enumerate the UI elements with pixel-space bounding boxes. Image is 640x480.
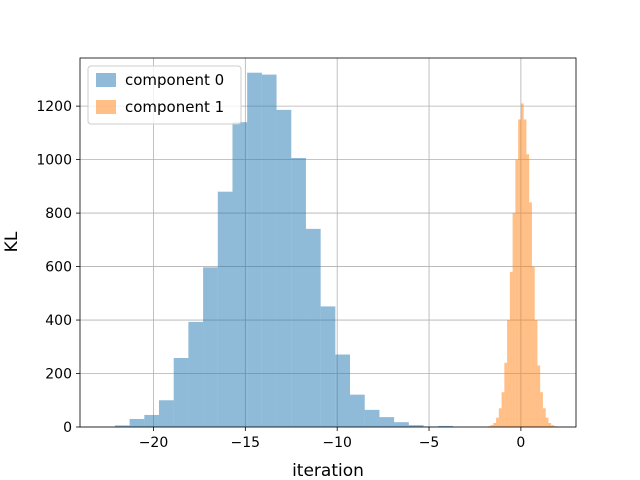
legend: component 0 component 1 <box>87 65 242 125</box>
y-axis-label: KL <box>2 231 22 252</box>
plot-frame <box>79 57 577 428</box>
histogram-bar-component-1 <box>534 320 538 427</box>
histogram-bar-component-0 <box>350 394 365 427</box>
histogram-bar-component-0 <box>232 122 248 427</box>
legend-swatch-component-1 <box>96 100 116 114</box>
histogram-bar-component-1 <box>542 408 546 427</box>
histogram-bar-component-1 <box>501 392 505 427</box>
y-tick-label: 800 <box>45 206 72 222</box>
x-tick-label: 0 <box>516 435 525 451</box>
histogram-bar-component-0 <box>217 191 233 427</box>
histogram-bar-component-1 <box>531 266 535 427</box>
y-tick-label: 600 <box>45 260 72 276</box>
legend-label-component-1: component 1 <box>125 98 224 116</box>
histogram-bar-component-1 <box>545 417 549 427</box>
y-axis-ticks: 0 200 400 600 800 1000 1200 <box>36 99 80 436</box>
x-tick-label: −10 <box>322 435 352 451</box>
x-axis-label: iteration <box>292 461 364 480</box>
histogram-bar-component-0 <box>408 425 424 427</box>
histogram-bar-component-1 <box>498 408 502 427</box>
x-tick-label: −5 <box>419 435 440 451</box>
histogram-bar-component-0 <box>364 409 380 427</box>
histogram-bars <box>114 72 560 428</box>
histogram-bar-component-0 <box>188 321 204 427</box>
histogram-bar-component-0 <box>379 417 395 427</box>
legend-swatch-component-0 <box>96 73 116 87</box>
x-axis-ticks: −20 −15 −10 −5 0 <box>139 427 525 451</box>
histogram-bar-component-1 <box>553 426 557 427</box>
y-tick-label: 0 <box>63 420 72 436</box>
y-tick-label: 200 <box>45 367 72 383</box>
histogram-bar-component-0 <box>158 400 174 427</box>
histogram-bar-component-0 <box>114 425 130 427</box>
histogram-bar-component-1 <box>515 159 519 427</box>
histogram-bar-component-1 <box>537 365 541 427</box>
histogram-bar-component-0 <box>144 414 159 427</box>
histogram-bar-component-1 <box>526 154 530 427</box>
histogram-bar-component-0 <box>438 425 453 427</box>
histogram-bar-component-0 <box>291 158 306 428</box>
histogram-bar-component-1 <box>490 425 494 427</box>
histogram-bar-component-1 <box>551 425 554 427</box>
histogram-bar-component-0 <box>247 72 262 428</box>
histogram-bar-component-1 <box>496 417 499 427</box>
histogram-bar-component-1 <box>487 426 491 427</box>
histogram-bar-component-1 <box>509 271 513 427</box>
y-tick-label: 400 <box>45 313 72 329</box>
histogram-bar-component-0 <box>335 354 351 427</box>
histogram-bar-component-1 <box>520 103 524 428</box>
histogram-bar-component-1 <box>507 320 510 427</box>
y-tick-label: 1200 <box>36 99 72 115</box>
histogram-bar-component-1 <box>523 119 527 427</box>
histogram-bar-component-0 <box>261 74 277 428</box>
x-tick-label: −20 <box>139 435 169 451</box>
histogram-bar-component-1 <box>529 202 532 427</box>
y-tick-label: 1000 <box>36 153 72 169</box>
histogram-bar-component-0 <box>129 418 145 427</box>
x-tick-label: −15 <box>231 435 261 451</box>
histogram-bar-component-1 <box>493 422 497 427</box>
histogram-bar-component-0 <box>203 267 218 427</box>
histogram-bar-component-0 <box>173 358 189 427</box>
histogram-bar-component-1 <box>540 392 543 427</box>
legend-box <box>87 65 242 125</box>
histogram-bar-component-0 <box>394 422 409 427</box>
legend-label-component-0: component 0 <box>125 71 224 89</box>
histogram-bar-component-0 <box>305 228 321 427</box>
histogram-bar-component-1 <box>548 422 552 427</box>
histogram-bar-component-1 <box>512 213 516 427</box>
histogram-bar-component-0 <box>320 306 336 427</box>
histogram-bar-component-1 <box>504 362 508 427</box>
histogram-bar-component-0 <box>276 109 292 428</box>
histogram-bar-component-1 <box>518 119 521 427</box>
